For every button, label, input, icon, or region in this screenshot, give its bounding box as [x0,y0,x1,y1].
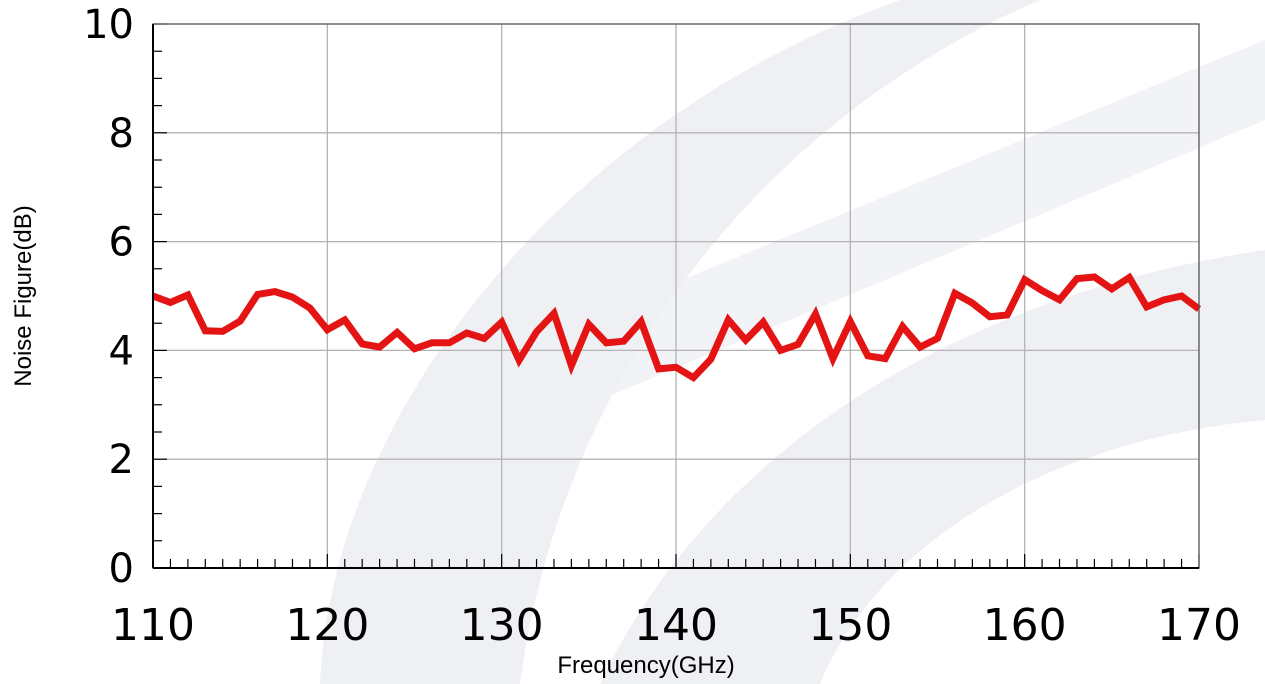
minor-ticks [152,23,1200,569]
x-tick-label: 170 [1157,600,1241,651]
y-tick-label: 6 [109,220,134,266]
watermark-swoosh-left [320,0,1040,684]
x-tick-label: 140 [634,600,718,651]
x-tick-label: 160 [983,600,1067,651]
chart-grid [153,24,1199,568]
y-tick-label: 0 [109,546,134,592]
y-tick-labels: 0 2 4 6 8 10 [83,2,134,592]
y-tick-label: 10 [83,2,134,48]
watermark-swoosh-right [600,250,1265,684]
x-tick-label: 110 [111,600,195,651]
series-line-0 [151,272,1202,383]
y-tick-label: 4 [109,328,134,374]
x-tick-label: 150 [808,600,892,651]
y-axis-title: Noise Figure(dB) [10,205,37,386]
y-tick-label: 2 [109,437,134,483]
y-tick-label: 8 [109,111,134,157]
chart-series [151,272,1202,383]
background-watermark [320,0,1265,684]
x-tick-label: 120 [285,600,369,651]
x-axis-title: Frequency(GHz) [557,652,734,679]
x-tick-labels: 110 120 130 140 150 160 170 [111,600,1241,651]
watermark-band [560,40,1265,400]
chart-axes [152,23,1200,569]
x-tick-label: 130 [460,600,544,651]
